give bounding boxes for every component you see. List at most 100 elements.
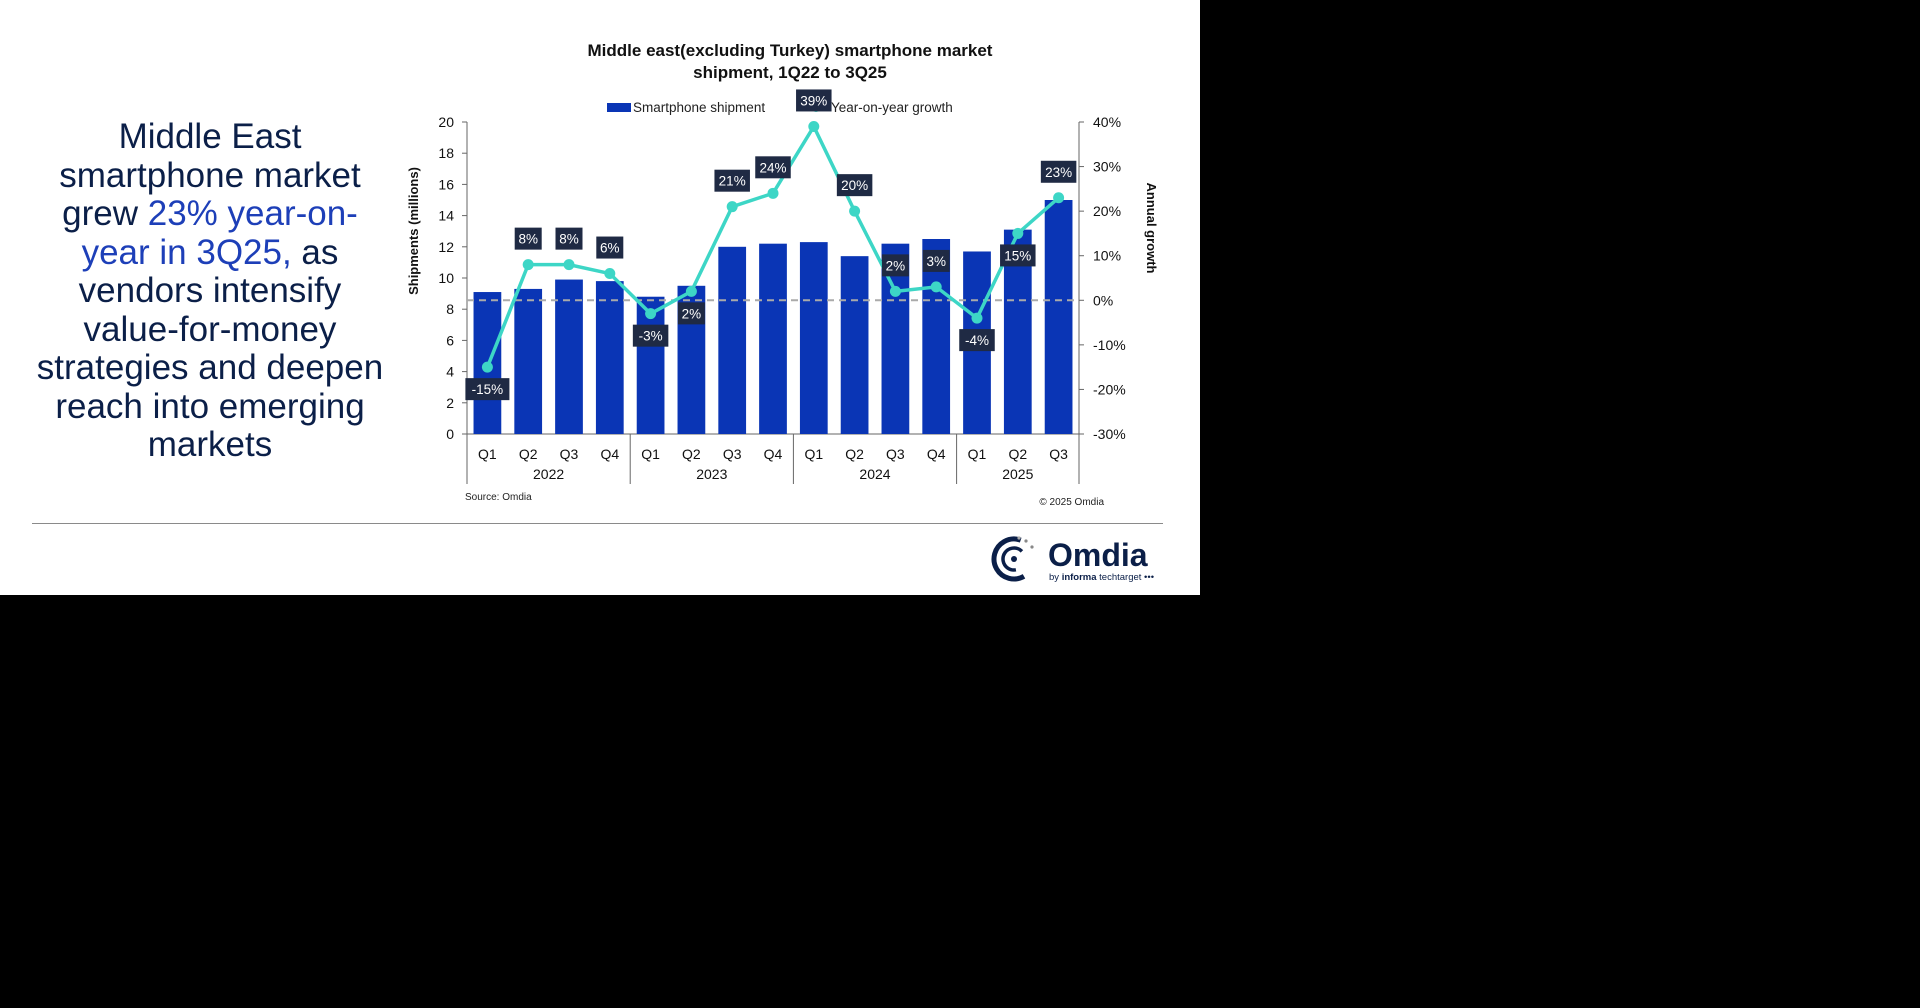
y-right-tick-label: -10% xyxy=(1093,337,1126,353)
y-axis-right-title: Annual growth xyxy=(1144,183,1159,274)
data-label-box xyxy=(959,329,995,352)
y-tick-label: 6 xyxy=(446,332,454,348)
data-label: 3% xyxy=(926,254,946,269)
x-tick-label: Q4 xyxy=(600,446,619,462)
data-label: 8% xyxy=(559,232,579,247)
x-tick-label: Q1 xyxy=(968,446,987,462)
year-label: 2025 xyxy=(1002,466,1033,482)
data-label-box xyxy=(1040,160,1077,183)
y-tick-label: 2 xyxy=(446,395,454,411)
x-tick-label: Q2 xyxy=(1008,446,1027,462)
legend: Smartphone shipment Year-on-year growth xyxy=(607,100,953,115)
data-label: 24% xyxy=(759,160,786,175)
x-tick-label: Q2 xyxy=(845,446,864,462)
data-label: 2% xyxy=(682,306,702,321)
y-tick-label: 20 xyxy=(438,114,454,130)
y-tick-label: 4 xyxy=(446,364,454,380)
svg-text:by informa techtarget •••: by informa techtarget ••• xyxy=(1049,572,1154,583)
data-label: -15% xyxy=(472,382,504,397)
data-label-box xyxy=(714,169,750,192)
bar xyxy=(514,288,543,434)
data-label-box xyxy=(796,89,832,112)
growth-point xyxy=(849,205,861,217)
data-label: 20% xyxy=(841,178,868,193)
y-right-tick-label: 20% xyxy=(1093,203,1121,219)
x-tick-label: Q4 xyxy=(927,446,946,462)
data-label: 15% xyxy=(1004,248,1031,263)
growth-point xyxy=(767,187,779,199)
year-label: 2022 xyxy=(533,466,564,482)
x-tick-label: Q3 xyxy=(1049,446,1068,462)
bar xyxy=(595,281,624,434)
y-tick-label: 16 xyxy=(438,176,454,192)
chart-title-line2: shipment, 1Q22 to 3Q25 xyxy=(693,63,887,82)
bar xyxy=(759,243,787,434)
data-label: 2% xyxy=(886,258,906,273)
year-label: 2024 xyxy=(859,466,890,482)
year-label: 2023 xyxy=(696,466,727,482)
data-label: -3% xyxy=(639,329,663,344)
headline-text: Middle East smartphone market grew xyxy=(59,117,361,233)
growth-point xyxy=(522,259,534,271)
data-label: 6% xyxy=(600,241,620,256)
y-right-tick-label: -20% xyxy=(1093,381,1126,397)
slide: Middle East smartphone market grew 23% y… xyxy=(0,0,1200,595)
y-right-tick-label: -30% xyxy=(1093,426,1126,442)
growth-point xyxy=(1012,227,1024,239)
bar xyxy=(636,296,665,434)
y-tick-label: 12 xyxy=(438,239,454,255)
x-tick-label: Q1 xyxy=(804,446,823,462)
y-right-tick-label: 10% xyxy=(1093,248,1121,264)
divider xyxy=(32,523,1163,524)
x-tick-label: Q2 xyxy=(682,446,701,462)
growth-point xyxy=(685,285,697,297)
data-label-box xyxy=(465,378,510,401)
data-label: 21% xyxy=(719,174,746,189)
x-tick-label: Q3 xyxy=(886,446,905,462)
chart-title-line1: Middle east(excluding Turkey) smartphone… xyxy=(588,41,993,60)
bar xyxy=(799,242,828,434)
y-right-tick-label: 30% xyxy=(1093,159,1121,175)
y-tick-label: 18 xyxy=(438,145,454,161)
y-right-tick-label: 40% xyxy=(1093,114,1121,130)
y-right-tick-label: 0% xyxy=(1093,292,1113,308)
data-label-box xyxy=(555,227,583,250)
data-label-box xyxy=(514,227,542,250)
bar xyxy=(718,246,747,434)
growth-point xyxy=(604,268,616,280)
data-label-box xyxy=(1000,244,1036,267)
data-label-box xyxy=(677,302,705,325)
data-label: 23% xyxy=(1045,165,1072,180)
svg-text:Omdia: Omdia xyxy=(1048,537,1148,573)
data-label-box xyxy=(922,249,950,272)
data-label-box xyxy=(836,174,873,197)
x-tick-label: Q3 xyxy=(723,446,742,462)
bar xyxy=(1044,200,1073,434)
data-label: 39% xyxy=(800,93,827,108)
x-tick-label: Q1 xyxy=(478,446,497,462)
bar xyxy=(840,256,869,434)
growth-point xyxy=(645,308,657,320)
data-label: -4% xyxy=(965,333,989,348)
y-tick-label: 8 xyxy=(446,301,454,317)
growth-point xyxy=(971,312,983,324)
growth-point xyxy=(889,285,901,297)
headline: Middle East smartphone market grew 23% y… xyxy=(30,117,390,465)
y-axis-title: Shipments (millions) xyxy=(406,167,421,295)
legend-line-label: Year-on-year growth xyxy=(831,100,953,115)
growth-point xyxy=(930,281,942,293)
data-label-box xyxy=(632,324,669,347)
headline-highlight: 23% year-on-year in 3Q25, xyxy=(81,194,358,272)
data-label-box xyxy=(755,156,791,179)
x-tick-label: Q2 xyxy=(519,446,538,462)
growth-point xyxy=(563,259,575,271)
growth-point xyxy=(1053,192,1065,204)
headline-text-end: as vendors intensify value-for-money str… xyxy=(36,232,384,464)
growth-point xyxy=(726,201,738,213)
data-label: 8% xyxy=(518,232,538,247)
bar xyxy=(555,279,583,434)
legend-bar-label: Smartphone shipment xyxy=(633,100,765,115)
data-label-box xyxy=(881,254,909,277)
growth-point xyxy=(481,361,493,373)
legend-bar-swatch xyxy=(607,103,631,112)
